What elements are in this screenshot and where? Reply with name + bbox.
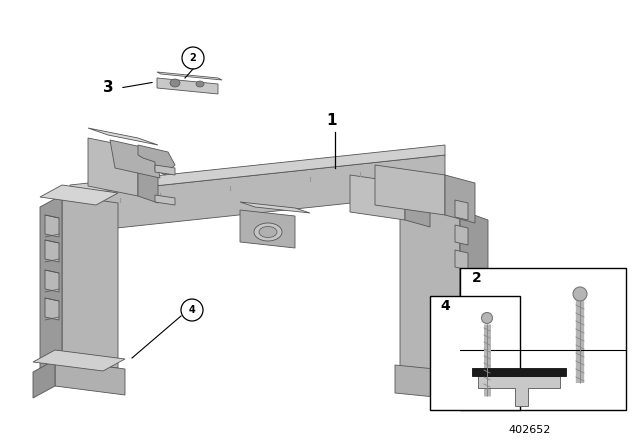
- Text: 402652: 402652: [509, 425, 551, 435]
- Polygon shape: [465, 372, 493, 410]
- Polygon shape: [395, 365, 465, 400]
- Polygon shape: [40, 185, 118, 205]
- Polygon shape: [478, 376, 560, 406]
- Polygon shape: [55, 360, 125, 395]
- Ellipse shape: [481, 313, 493, 323]
- Polygon shape: [455, 225, 468, 245]
- Text: 3: 3: [103, 81, 114, 95]
- Ellipse shape: [170, 79, 180, 87]
- Polygon shape: [400, 203, 460, 377]
- Polygon shape: [45, 215, 59, 237]
- Polygon shape: [155, 195, 175, 205]
- Text: 4: 4: [440, 299, 450, 313]
- Polygon shape: [472, 368, 566, 376]
- Polygon shape: [88, 138, 138, 196]
- Polygon shape: [155, 165, 175, 175]
- Polygon shape: [240, 210, 295, 248]
- Text: 2: 2: [189, 53, 196, 63]
- Polygon shape: [45, 298, 59, 320]
- Polygon shape: [157, 72, 222, 80]
- Polygon shape: [157, 78, 218, 94]
- Polygon shape: [45, 240, 59, 262]
- Text: 4: 4: [189, 305, 195, 315]
- Ellipse shape: [196, 81, 204, 87]
- Bar: [460, 268, 626, 410]
- Ellipse shape: [254, 223, 282, 241]
- Circle shape: [181, 299, 203, 321]
- Polygon shape: [70, 145, 445, 195]
- Polygon shape: [350, 175, 405, 220]
- Polygon shape: [45, 270, 59, 292]
- Bar: [430, 296, 520, 410]
- Polygon shape: [455, 250, 468, 270]
- Polygon shape: [138, 145, 175, 175]
- Ellipse shape: [573, 287, 587, 301]
- Polygon shape: [70, 155, 445, 233]
- Text: 1: 1: [327, 113, 337, 128]
- Polygon shape: [405, 183, 430, 227]
- Polygon shape: [62, 195, 118, 368]
- Polygon shape: [40, 195, 62, 372]
- Polygon shape: [240, 202, 310, 213]
- Ellipse shape: [259, 227, 277, 237]
- Polygon shape: [88, 128, 158, 145]
- Polygon shape: [33, 360, 55, 398]
- Polygon shape: [460, 210, 488, 387]
- Polygon shape: [33, 350, 125, 371]
- Circle shape: [182, 47, 204, 69]
- Polygon shape: [110, 140, 160, 178]
- Polygon shape: [375, 165, 445, 215]
- Text: 2: 2: [472, 271, 482, 285]
- Polygon shape: [455, 200, 468, 220]
- Polygon shape: [138, 148, 158, 203]
- Polygon shape: [445, 175, 475, 223]
